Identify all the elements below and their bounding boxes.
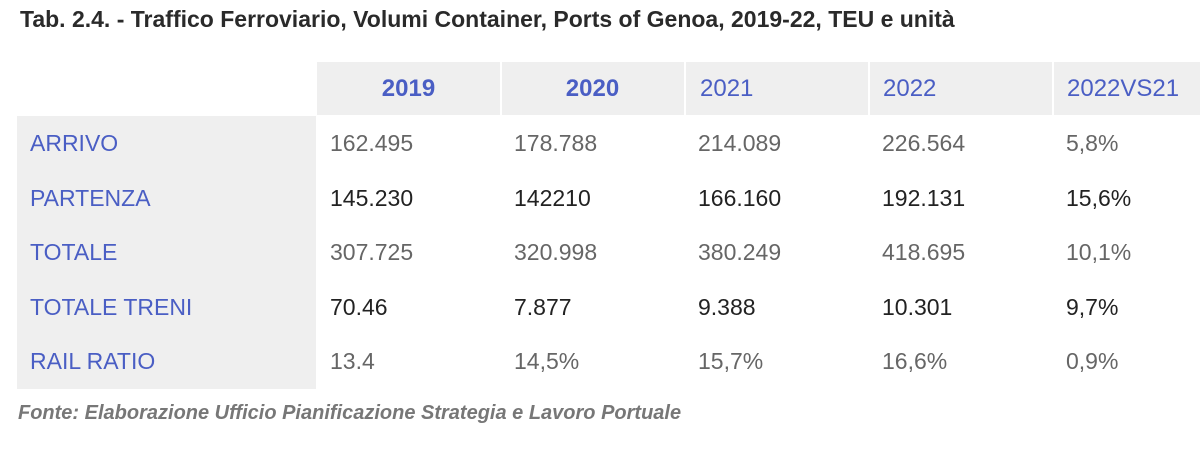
table-cell: 226.564 [882,130,966,156]
table-cell: 16,6% [882,348,948,374]
table-cell: 145.230 [330,184,414,211]
table-cell: 320.998 [514,239,598,265]
table-cell: 10.301 [882,293,953,320]
table-cell: 5,8% [1066,130,1119,156]
column-header-2019: 2019 [381,75,436,102]
table-cell: 178.788 [514,130,598,156]
column-header-2021: 2021 [700,75,754,102]
table-cell: 0,9% [1066,348,1119,374]
table-cell: 15,6% [1066,184,1132,211]
column-header-2022: 2022 [883,75,937,102]
table-cell: 380.249 [698,239,782,265]
column-divider [868,62,870,115]
table-cell: 14,5% [514,348,580,374]
table-cell: 307.725 [330,239,414,265]
table-cell: 418.695 [882,239,966,265]
row-label: PARTENZA [30,184,151,211]
row-label: ARRIVO [30,130,119,156]
table-cell: 166.160 [698,184,782,211]
table-cell: 214.089 [698,130,782,156]
table-cell: 7.877 [514,293,572,320]
table-cell: 162.495 [330,130,414,156]
table-cell: 9,7% [1066,293,1119,320]
source-note: Fonte: Elaborazione Ufficio Pianificazio… [18,402,682,424]
row-label: TOTALE [30,239,118,265]
row-label-background [17,116,316,389]
table-cell: 142210 [514,184,591,211]
column-divider [684,62,686,115]
column-header-2020: 2020 [565,75,620,102]
column-header-2022vs21: 2022VS21 [1067,75,1180,102]
row-label: RAIL RATIO [30,348,156,374]
column-divider [500,62,502,115]
table-title: Tab. 2.4. - Traffico Ferroviario, Volumi… [20,6,955,32]
table-cell: 70.46 [330,293,388,320]
table-cell: 9.388 [698,293,756,320]
row-label: TOTALE TRENI [30,293,193,320]
table-cell: 15,7% [698,348,764,374]
column-divider [1052,62,1054,115]
table-cell: 192.131 [882,184,966,211]
table-cell: 10,1% [1066,239,1132,265]
table-cell: 13.4 [330,348,375,374]
